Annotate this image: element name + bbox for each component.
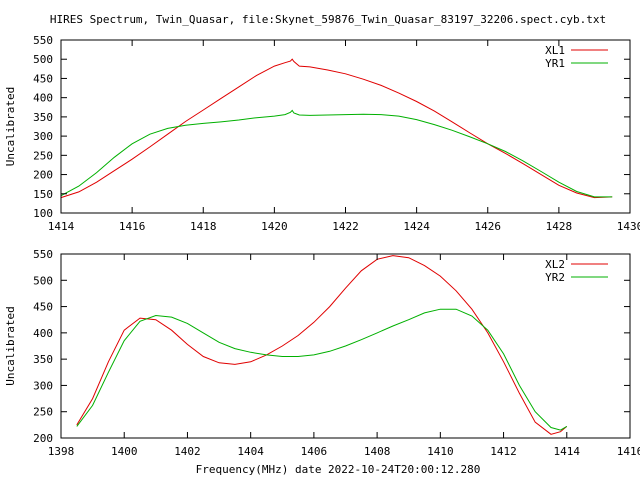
y-tick-label: 250 bbox=[33, 149, 53, 162]
y-tick-label: 450 bbox=[33, 301, 53, 314]
y-tick-label: 550 bbox=[33, 34, 53, 47]
series-line-yr2 bbox=[76, 308, 568, 431]
y-tick-label: 250 bbox=[33, 406, 53, 419]
series-line-yr1 bbox=[60, 109, 613, 198]
x-tick-label: 1404 bbox=[237, 445, 264, 458]
x-tick-label: 1424 bbox=[403, 220, 430, 233]
y-tick-label: 300 bbox=[33, 379, 53, 392]
chart-title: HIRES Spectrum, Twin_Quasar, file:Skynet… bbox=[50, 13, 606, 26]
y-tick-label: 200 bbox=[33, 432, 53, 445]
y-tick-label: 550 bbox=[33, 248, 53, 261]
y-tick-label: 400 bbox=[33, 92, 53, 105]
legend-label: XL1 bbox=[545, 44, 565, 57]
y-tick-label: 500 bbox=[33, 274, 53, 287]
x-tick-label: 1428 bbox=[546, 220, 573, 233]
y-tick-label: 150 bbox=[33, 188, 53, 201]
x-tick-label: 1416 bbox=[119, 220, 146, 233]
x-tick-label: 1402 bbox=[174, 445, 201, 458]
top-panel: 1414 1416 1418 1420 1422 1424 1426 1428 1430 100 1… bbox=[4, 34, 640, 233]
y-tick-label: 200 bbox=[33, 169, 53, 182]
legend-label: XL2 bbox=[545, 258, 565, 271]
x-tick-label: 1414 bbox=[48, 220, 75, 233]
x-tick-label: 1420 bbox=[261, 220, 288, 233]
plot-frame bbox=[60, 253, 631, 439]
series-line-xl2 bbox=[76, 255, 568, 435]
x-tick-label: 1418 bbox=[190, 220, 217, 233]
y-tick-label: 500 bbox=[33, 53, 53, 66]
legend-label: YR2 bbox=[545, 271, 565, 284]
y-tick-label: 350 bbox=[33, 111, 53, 124]
x-tick-label: 1400 bbox=[111, 445, 138, 458]
x-tick-label: 1414 bbox=[554, 445, 581, 458]
legend-label: YR1 bbox=[545, 57, 565, 70]
x-tick-label: 1422 bbox=[332, 220, 359, 233]
y-tick-label: 300 bbox=[33, 130, 53, 143]
x-tick-label: 1412 bbox=[490, 445, 517, 458]
y-tick-label: 450 bbox=[33, 72, 53, 85]
bottom-panel: 1398 1400 1402 1404 1406 1408 1410 1412 1414 1416… bbox=[4, 248, 640, 458]
y-tick-label: 400 bbox=[33, 327, 53, 340]
x-tick-label: 1410 bbox=[427, 445, 454, 458]
x-tick-label: 1398 bbox=[48, 445, 75, 458]
x-tick-label: 1408 bbox=[364, 445, 391, 458]
x-axis-label: Frequency(MHz) date 2022-10-24T20:00:12.… bbox=[196, 463, 481, 476]
y-tick-label: 100 bbox=[33, 207, 53, 220]
series-line-xl1 bbox=[60, 58, 613, 199]
y-axis-label: Uncalibrated bbox=[4, 87, 17, 166]
y-tick-label: 350 bbox=[33, 353, 53, 366]
x-tick-label: 1416 bbox=[617, 445, 640, 458]
x-tick-label: 1406 bbox=[301, 445, 328, 458]
x-tick-label: 1426 bbox=[475, 220, 502, 233]
x-tick-label: 1430 bbox=[617, 220, 640, 233]
y-axis-label: Uncalibrated bbox=[4, 306, 17, 385]
